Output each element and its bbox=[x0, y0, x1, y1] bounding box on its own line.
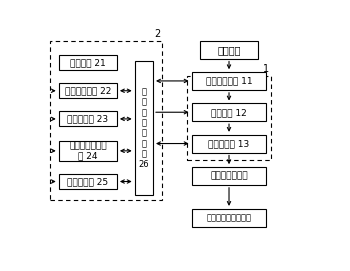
Text: 电源模块 21: 电源模块 21 bbox=[70, 58, 106, 67]
Bar bbox=[50, 41, 162, 201]
Text: 1: 1 bbox=[263, 64, 270, 74]
Bar bbox=[191, 72, 266, 90]
Text: 充电插座舱 13: 充电插座舱 13 bbox=[208, 139, 250, 148]
Bar bbox=[59, 55, 117, 70]
Bar bbox=[59, 141, 117, 161]
Text: 电能计量模块 11: 电能计量模块 11 bbox=[205, 76, 252, 86]
Text: 嵌
入
式
控
制
模
块
26: 嵌 入 式 控 制 模 块 26 bbox=[139, 87, 149, 169]
Text: 人机交互模块 22: 人机交互模块 22 bbox=[65, 86, 111, 95]
Bar bbox=[187, 76, 271, 160]
Bar bbox=[200, 41, 258, 59]
Text: 微型打印机 25: 微型打印机 25 bbox=[67, 177, 108, 186]
Text: 2: 2 bbox=[155, 29, 161, 39]
Bar bbox=[191, 104, 266, 121]
Bar bbox=[191, 167, 266, 185]
Text: 主接触器 12: 主接触器 12 bbox=[211, 108, 247, 117]
Text: 充电插头、电缆: 充电插头、电缆 bbox=[210, 172, 248, 180]
Text: 纸币识别接受模
块 24: 纸币识别接受模 块 24 bbox=[69, 141, 107, 161]
Bar bbox=[59, 83, 117, 98]
Text: 读卡器模块 23: 读卡器模块 23 bbox=[67, 114, 108, 123]
Bar bbox=[135, 61, 153, 195]
Bar bbox=[191, 209, 266, 227]
Text: 电动汽车车载充电机: 电动汽车车载充电机 bbox=[206, 213, 251, 222]
Text: 公共电网: 公共电网 bbox=[217, 45, 241, 55]
Bar bbox=[59, 174, 117, 189]
Bar bbox=[191, 135, 266, 153]
Bar bbox=[59, 111, 117, 126]
